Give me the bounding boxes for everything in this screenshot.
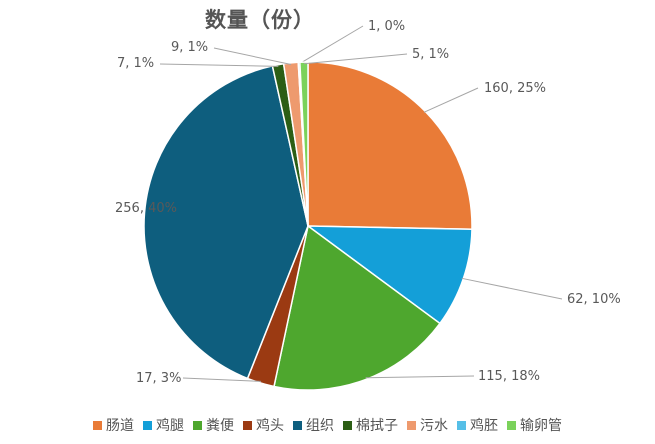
leader-line-2 — [461, 277, 563, 300]
legend-label: 污水 — [420, 418, 448, 434]
legend-swatch — [243, 420, 252, 430]
data-label-4: 17, 3% — [136, 371, 181, 386]
data-label-8: 1, 0% — [368, 19, 405, 34]
legend-swatch — [343, 420, 352, 430]
legend-swatch — [93, 420, 102, 430]
legend-swatch — [193, 420, 202, 430]
legend-label: 鸡腿 — [156, 418, 184, 434]
leader-line-1 — [423, 87, 479, 113]
data-label-5: 256, 40% — [115, 201, 177, 216]
legend-item-5: 组织 — [293, 415, 334, 435]
legend-label: 粪便 — [206, 418, 234, 434]
legend-item-9: 输卵管 — [507, 415, 562, 435]
legend-label: 组织 — [306, 418, 334, 434]
leader-line-4 — [182, 377, 262, 382]
data-label-2: 62, 10% — [567, 292, 621, 307]
legend-item-1: 肠道 — [93, 415, 134, 435]
leader-line-7 — [213, 47, 292, 66]
leader-line-6 — [159, 63, 279, 67]
leader-line-3 — [365, 375, 475, 379]
data-label-6: 7, 1% — [117, 56, 154, 71]
legend-item-3: 粪便 — [193, 415, 234, 435]
legend-swatch — [407, 420, 416, 430]
legend-item-7: 污水 — [407, 415, 448, 435]
legend-swatch — [457, 420, 466, 430]
pie-slice-1 — [307, 61, 473, 231]
legend-swatch — [293, 420, 302, 430]
leader-line-9 — [303, 53, 408, 65]
leader-line-8 — [298, 25, 364, 65]
chart-title: 数量（份） — [205, 8, 315, 32]
legend-swatch — [507, 420, 516, 430]
legend-label: 输卵管 — [520, 418, 562, 434]
legend-item-2: 鸡腿 — [143, 415, 184, 435]
legend-swatch — [143, 420, 152, 430]
pie-slice-5 — [143, 65, 309, 380]
data-label-3: 115, 18% — [478, 369, 540, 384]
legend-item-8: 鸡胚 — [457, 415, 498, 435]
data-label-9: 5, 1% — [412, 47, 449, 62]
legend-item-6: 棉拭子 — [343, 415, 398, 435]
data-label-7: 9, 1% — [171, 40, 208, 55]
pie-slice-9 — [299, 61, 309, 227]
data-label-1: 160, 25% — [484, 81, 546, 96]
legend-item-4: 鸡头 — [243, 415, 284, 435]
legend-label: 鸡胚 — [470, 418, 498, 434]
legend-label: 鸡头 — [256, 418, 284, 434]
legend-label: 棉拭子 — [356, 418, 398, 434]
pie-slice-3 — [273, 224, 441, 391]
chart-legend: 肠道 鸡腿 粪便 鸡头 组织 棉拭子 污水 鸡胚 输卵管 — [0, 414, 655, 436]
legend-label: 肠道 — [106, 418, 134, 434]
